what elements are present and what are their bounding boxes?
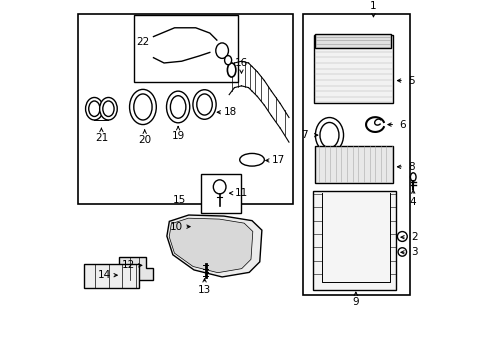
FancyBboxPatch shape [84, 264, 140, 288]
Text: 2: 2 [411, 232, 418, 242]
Text: 1: 1 [370, 1, 377, 11]
Text: 21: 21 [95, 133, 108, 143]
Ellipse shape [216, 43, 228, 58]
Ellipse shape [227, 63, 236, 77]
FancyBboxPatch shape [315, 146, 393, 183]
Ellipse shape [397, 231, 407, 242]
Ellipse shape [398, 248, 407, 256]
Ellipse shape [86, 98, 103, 120]
Text: 17: 17 [272, 156, 285, 166]
Ellipse shape [197, 94, 212, 115]
Ellipse shape [411, 173, 416, 181]
FancyBboxPatch shape [316, 34, 391, 48]
Polygon shape [169, 218, 253, 273]
Bar [78, 14, 293, 204]
Text: 3: 3 [411, 247, 418, 257]
Text: 20: 20 [138, 135, 151, 145]
Ellipse shape [224, 55, 232, 65]
Polygon shape [119, 257, 153, 280]
Text: 5: 5 [409, 76, 415, 86]
Text: 4: 4 [410, 197, 416, 207]
Text: 8: 8 [409, 162, 415, 172]
Ellipse shape [171, 96, 186, 118]
Ellipse shape [103, 101, 114, 117]
Text: 16: 16 [235, 58, 248, 68]
Bar [201, 174, 242, 212]
Bar [134, 15, 238, 82]
Text: 11: 11 [235, 188, 248, 198]
Text: 14: 14 [98, 270, 111, 280]
Text: 10: 10 [170, 222, 183, 231]
Ellipse shape [240, 153, 265, 166]
Text: 13: 13 [198, 285, 211, 295]
Text: 12: 12 [122, 260, 135, 270]
Text: 22: 22 [136, 37, 149, 47]
Ellipse shape [129, 89, 156, 125]
Ellipse shape [134, 94, 152, 120]
Text: 18: 18 [224, 107, 237, 117]
FancyBboxPatch shape [313, 192, 395, 290]
FancyBboxPatch shape [314, 35, 393, 103]
Ellipse shape [320, 122, 339, 148]
Text: 19: 19 [172, 131, 185, 141]
Ellipse shape [193, 90, 216, 119]
Text: 15: 15 [173, 195, 187, 205]
Ellipse shape [99, 98, 117, 120]
Bar [303, 14, 411, 295]
Ellipse shape [167, 91, 190, 123]
Text: 9: 9 [352, 297, 359, 307]
Text: 7: 7 [301, 130, 308, 140]
Ellipse shape [213, 180, 226, 194]
Polygon shape [167, 215, 262, 277]
Ellipse shape [316, 117, 343, 153]
Text: 6: 6 [400, 120, 406, 130]
Ellipse shape [89, 101, 100, 117]
